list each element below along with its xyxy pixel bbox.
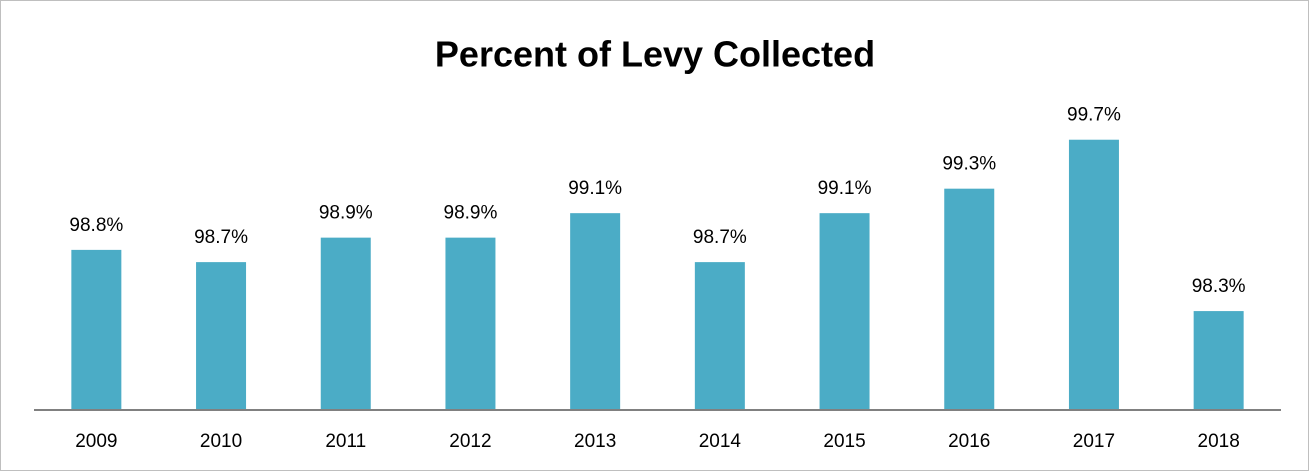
bar — [1068, 139, 1119, 409]
x-tick-label: 2012 — [449, 431, 491, 452]
data-label: 99.1% — [568, 178, 622, 199]
data-label: 99.7% — [1067, 105, 1121, 126]
data-label: 98.7% — [194, 227, 248, 248]
data-label: 98.8% — [69, 215, 123, 236]
x-tick-label: 2014 — [699, 431, 742, 452]
bar — [71, 249, 122, 409]
x-tick-label: 2011 — [325, 431, 366, 452]
x-tick-label: 2015 — [823, 431, 865, 452]
bar — [1193, 311, 1244, 409]
x-tick-label: 2013 — [574, 431, 616, 452]
x-tick-label: 2010 — [200, 431, 242, 452]
bar — [694, 262, 745, 409]
data-label: 98.9% — [319, 203, 373, 224]
bar — [196, 262, 247, 409]
data-label: 98.9% — [444, 203, 498, 224]
x-tick-label: 2009 — [75, 431, 117, 452]
data-label: 98.7% — [693, 227, 747, 248]
x-tick-label: 2018 — [1198, 431, 1240, 452]
bar — [445, 237, 496, 409]
x-tick-label: 2016 — [948, 431, 990, 452]
bar — [320, 237, 371, 409]
bar — [819, 213, 870, 409]
data-label: 99.3% — [942, 154, 996, 175]
data-label: 98.3% — [1192, 276, 1246, 297]
bar — [944, 188, 995, 409]
x-tick-label: 2017 — [1073, 431, 1115, 452]
data-label: 99.1% — [818, 178, 872, 199]
chart-title: Percent of Levy Collected — [435, 34, 875, 75]
bar — [570, 213, 621, 409]
